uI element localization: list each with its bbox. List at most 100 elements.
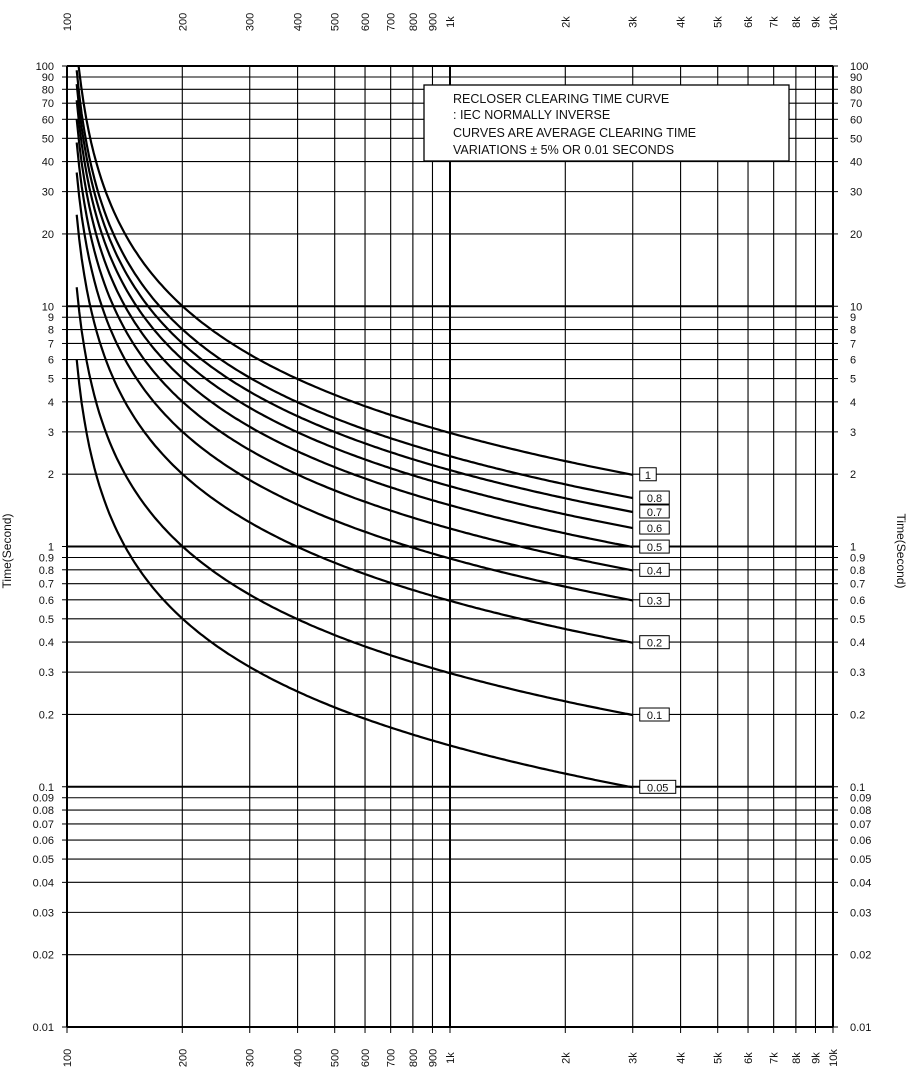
svg-text:0.05: 0.05 [647,782,668,794]
y-axis-label-left: Time(Second) [0,514,14,589]
y-tick-label: 1 [48,542,54,554]
y-tick-label: 0.02 [850,950,871,962]
curve-label-0.05: 0.05 [639,779,677,794]
y-tick-label: 40 [42,157,54,169]
y-tick-label: 0.8 [850,565,865,577]
x-tick-label: 2k [560,16,572,28]
y-tick-label: 40 [850,157,862,169]
curve-label-0.4: 0.4 [639,562,670,577]
x-tick-label: 3k [628,16,640,28]
y-tick-label: 7 [850,338,856,350]
x-tick-label: 5k [713,16,725,28]
y-tick-label: 0.01 [33,1022,54,1034]
y-axis-label-right: Time(Second) [894,514,908,589]
curve-1 [77,65,633,476]
x-tick-label: 100 [62,1049,74,1067]
x-tick-label: 2k [560,1052,572,1064]
x-tick-label: 200 [177,13,189,31]
note-line-4: VARIATIONS ± 5% OR 0.01 SECONDS [453,143,674,157]
y-tick-label: 8 [48,325,54,337]
y-tick-label: 20 [850,229,862,241]
x-tick-label: 9k [810,1052,822,1064]
x-tick-label: 600 [360,13,372,31]
y-tick-label: 60 [850,114,862,126]
y-tick-label: 0.2 [39,709,54,721]
y-tick-label: 30 [850,187,862,199]
x-tick-labels-bottom: 100 200 300 400 500 600 700 800 900 1k 2k 3k 4k 5k 6k 7… [62,1049,840,1068]
curve-label-0.5: 0.5 [639,539,670,554]
y-tick-label: 0.2 [850,709,865,721]
svg-text:0.1: 0.1 [647,710,662,722]
y-tick-label: 0.3 [39,667,54,679]
x-tick-label: 5k [713,1052,725,1064]
y-tick-label: 0.08 [850,805,871,817]
curve-0.05 [75,359,633,789]
x-tick-label: 100 [62,13,74,31]
y-tick-label: 3 [48,427,54,439]
x-tick-label: 500 [330,13,342,31]
y-tick-label: 0.5 [39,614,54,626]
y-tick-label: 90 [850,72,862,84]
y-tick-label: 0.4 [39,637,54,649]
x-tick-label: 300 [245,1049,257,1067]
curves [75,65,633,789]
y-tick-label: 5 [850,374,856,386]
x-tick-label: 700 [386,1049,398,1067]
y-tick-label: 0.04 [33,877,54,889]
x-tick-label: 1k [445,16,457,28]
svg-text:0.2: 0.2 [647,638,662,650]
x-tick-label: 900 [427,1049,439,1067]
y-tick-label: 0.07 [850,819,871,831]
x-tick-label: 8k [791,1052,803,1064]
curve-0.7 [75,83,633,514]
y-tick-label: 0.01 [850,1022,871,1034]
y-tick-label: 0.09 [850,793,871,805]
svg-text:0.3: 0.3 [647,595,662,607]
y-tick-label: 0.03 [33,907,54,919]
x-tick-label: 500 [330,1049,342,1067]
x-tick-label: 8k [791,16,803,28]
x-tick-label: 400 [293,13,305,31]
curve-0.6 [75,100,633,530]
note-line-1: RECLOSER CLEARING TIME CURVE [453,92,669,106]
y-tick-label: 5 [48,374,54,386]
x-tick-label: 6k [743,16,755,28]
curve-label-0.6: 0.6 [639,520,670,535]
y-tick-label: 0.8 [39,565,54,577]
curve-label-0.3: 0.3 [639,592,670,607]
curve-label-0.7: 0.7 [639,504,670,519]
y-tick-label: 1 [850,542,856,554]
y-tick-label: 2 [850,469,856,481]
x-tick-label: 7k [769,16,781,28]
y-tick-label: 0.1 [850,782,865,794]
x-tick-label: 1k [445,1052,457,1064]
note-box: RECLOSER CLEARING TIME CURVE : IEC NORMA… [423,84,790,162]
grid [62,65,838,1033]
svg-text:0.5: 0.5 [647,542,662,554]
y-tick-label: 0.5 [850,614,865,626]
y-tick-label: 9 [48,312,54,324]
y-tick-label: 0.7 [39,579,54,591]
y-tick-label: 0.7 [850,579,865,591]
x-tick-label: 400 [293,1049,305,1067]
y-tick-label: 70 [850,98,862,110]
y-tick-label: 50 [850,133,862,145]
x-tick-label: 10k [828,1049,840,1067]
y-tick-label: 8 [850,325,856,337]
y-tick-label: 50 [42,133,54,145]
y-tick-labels-left: 0.01 0.02 0.03 0.04 0.05 0.06 0.07 0.080.090.1 0… [33,61,54,1034]
y-tick-label: 0.6 [39,595,54,607]
y-tick-label: 4 [850,397,856,409]
y-tick-label: 60 [42,114,54,126]
y-tick-label: 9 [850,312,856,324]
y-tick-label: 2 [48,469,54,481]
y-tick-label: 0.9 [850,552,865,564]
y-tick-label: 0.6 [850,595,865,607]
y-tick-label: 80 [850,84,862,96]
svg-text:1: 1 [645,470,651,482]
y-tick-label: 0.4 [850,637,865,649]
note-line-3: CURVES ARE AVERAGE CLEARING TIME [453,126,696,140]
curve-0.1 [75,287,633,717]
y-tick-label: 0.08 [33,805,54,817]
x-tick-label: 800 [408,13,420,31]
